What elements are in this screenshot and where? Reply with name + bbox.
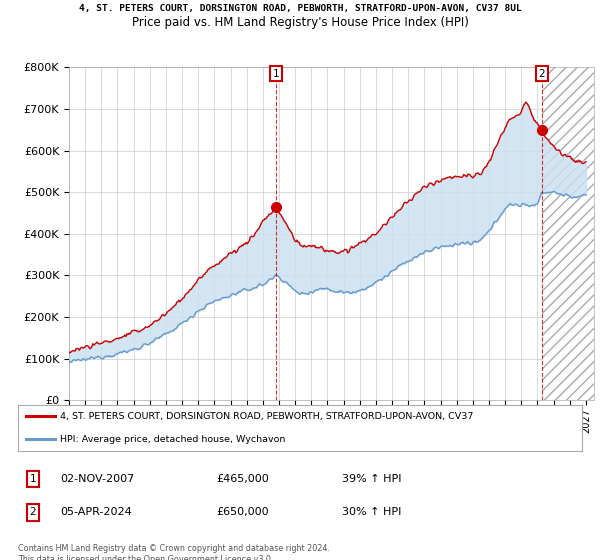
Text: Price paid vs. HM Land Registry's House Price Index (HPI): Price paid vs. HM Land Registry's House … [131,16,469,29]
Text: 1: 1 [29,474,37,484]
Text: 30% ↑ HPI: 30% ↑ HPI [342,507,401,517]
Text: 1: 1 [273,69,280,79]
Text: HPI: Average price, detached house, Wychavon: HPI: Average price, detached house, Wych… [60,435,286,444]
Text: 02-NOV-2007: 02-NOV-2007 [60,474,134,484]
Text: 05-APR-2024: 05-APR-2024 [60,507,132,517]
Text: £465,000: £465,000 [216,474,269,484]
Bar [542,67,594,400]
Text: £650,000: £650,000 [216,507,269,517]
Text: 4, ST. PETERS COURT, DORSINGTON ROAD, PEBWORTH, STRATFORD-UPON-AVON, CV37 8UL: 4, ST. PETERS COURT, DORSINGTON ROAD, PE… [79,4,521,13]
Text: 4, ST. PETERS COURT, DORSINGTON ROAD, PEBWORTH, STRATFORD-UPON-AVON, CV37: 4, ST. PETERS COURT, DORSINGTON ROAD, PE… [60,412,473,421]
Text: 39% ↑ HPI: 39% ↑ HPI [342,474,401,484]
Text: 2: 2 [29,507,37,517]
Text: 2: 2 [538,69,545,79]
Text: Contains HM Land Registry data © Crown copyright and database right 2024.
This d: Contains HM Land Registry data © Crown c… [18,544,330,560]
